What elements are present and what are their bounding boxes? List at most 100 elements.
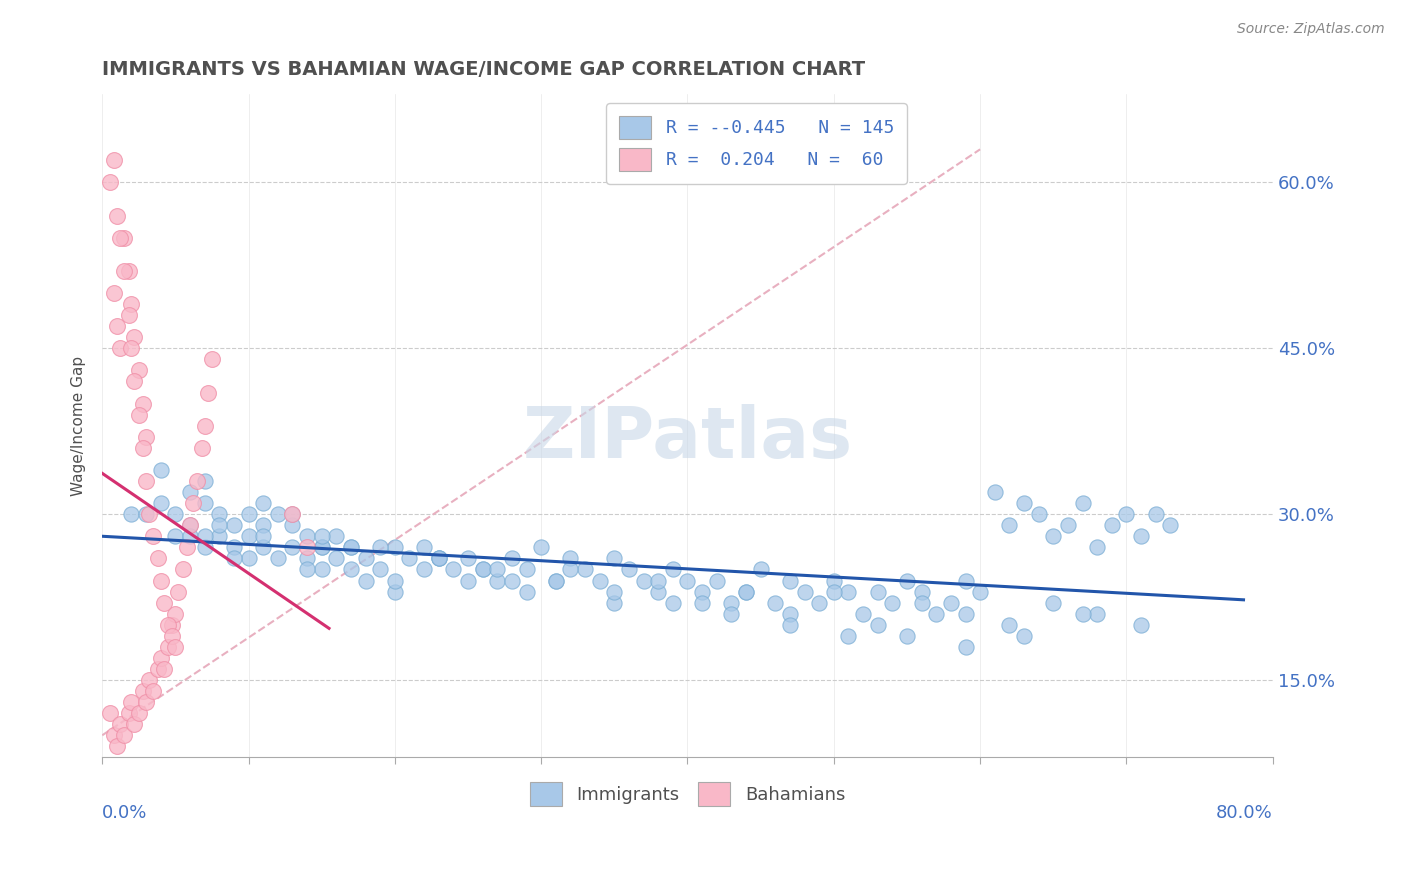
Point (1028, 507, 1050, 521)
Point (866, 584, 889, 599)
Point (749, 562, 772, 576)
Point (135, 474, 157, 488)
Point (515, 584, 537, 599)
Point (560, 551, 582, 566)
Point (128, 363, 150, 377)
Point (108, 231, 131, 245)
Point (1085, 607, 1108, 621)
Point (325, 529, 347, 543)
Point (823, 584, 845, 599)
Point (560, 562, 582, 576)
Point (690, 584, 713, 599)
Point (152, 662, 174, 676)
Point (852, 607, 875, 621)
Point (1144, 507, 1167, 521)
Point (194, 418, 217, 433)
Point (124, 717, 146, 731)
Point (706, 574, 728, 588)
Y-axis label: Wage/Income Gap: Wage/Income Gap (72, 356, 86, 496)
Point (222, 551, 245, 566)
Point (281, 507, 304, 521)
Point (427, 551, 450, 566)
Text: 80.0%: 80.0% (1216, 804, 1272, 822)
Point (281, 518, 304, 533)
Point (281, 541, 304, 555)
Point (295, 541, 318, 555)
Point (108, 342, 131, 356)
Point (793, 584, 815, 599)
Point (486, 574, 509, 588)
Point (252, 541, 274, 555)
Point (544, 574, 567, 588)
Point (112, 264, 135, 278)
Point (98, 176, 121, 190)
Point (194, 474, 217, 488)
Point (181, 496, 204, 510)
Point (384, 584, 406, 599)
Point (763, 596, 786, 610)
Point (135, 695, 157, 709)
Point (969, 584, 991, 599)
Point (311, 541, 333, 555)
Point (735, 584, 758, 599)
Point (501, 551, 523, 566)
Point (603, 596, 626, 610)
Point (112, 728, 135, 742)
Point (179, 518, 201, 533)
Point (515, 562, 537, 576)
Point (208, 507, 231, 521)
Point (208, 529, 231, 543)
Point (128, 706, 150, 721)
Point (135, 507, 157, 521)
Point (252, 496, 274, 510)
Point (128, 408, 150, 422)
Point (955, 640, 977, 654)
Point (398, 551, 420, 566)
Point (252, 518, 274, 533)
Point (1115, 507, 1137, 521)
Point (117, 264, 139, 278)
Point (103, 728, 125, 742)
Point (135, 430, 157, 444)
Point (720, 596, 742, 610)
Point (149, 463, 172, 477)
Point (998, 617, 1021, 632)
Point (340, 541, 363, 555)
Point (121, 695, 143, 709)
Point (238, 507, 260, 521)
Point (340, 541, 363, 555)
Point (457, 551, 479, 566)
Point (117, 706, 139, 721)
Point (354, 551, 377, 566)
Point (690, 596, 713, 610)
Point (295, 562, 318, 576)
Point (837, 584, 859, 599)
Point (132, 441, 155, 455)
Point (124, 330, 146, 344)
Point (176, 541, 198, 555)
Point (603, 551, 626, 566)
Point (149, 496, 172, 510)
Point (146, 551, 169, 566)
Point (662, 596, 685, 610)
Point (295, 551, 318, 566)
Point (340, 562, 363, 576)
Point (146, 662, 169, 676)
Point (165, 529, 187, 543)
Point (157, 640, 180, 654)
Point (471, 562, 494, 576)
Point (167, 584, 190, 599)
Point (162, 617, 184, 632)
Text: ZIPatlas: ZIPatlas (523, 404, 852, 474)
Point (647, 584, 669, 599)
Point (1071, 496, 1094, 510)
Point (1159, 518, 1181, 533)
Point (138, 507, 160, 521)
Point (574, 562, 596, 576)
Point (384, 574, 406, 588)
Point (112, 231, 135, 245)
Point (149, 651, 172, 665)
Point (910, 584, 932, 599)
Point (427, 551, 450, 566)
Point (647, 574, 669, 588)
